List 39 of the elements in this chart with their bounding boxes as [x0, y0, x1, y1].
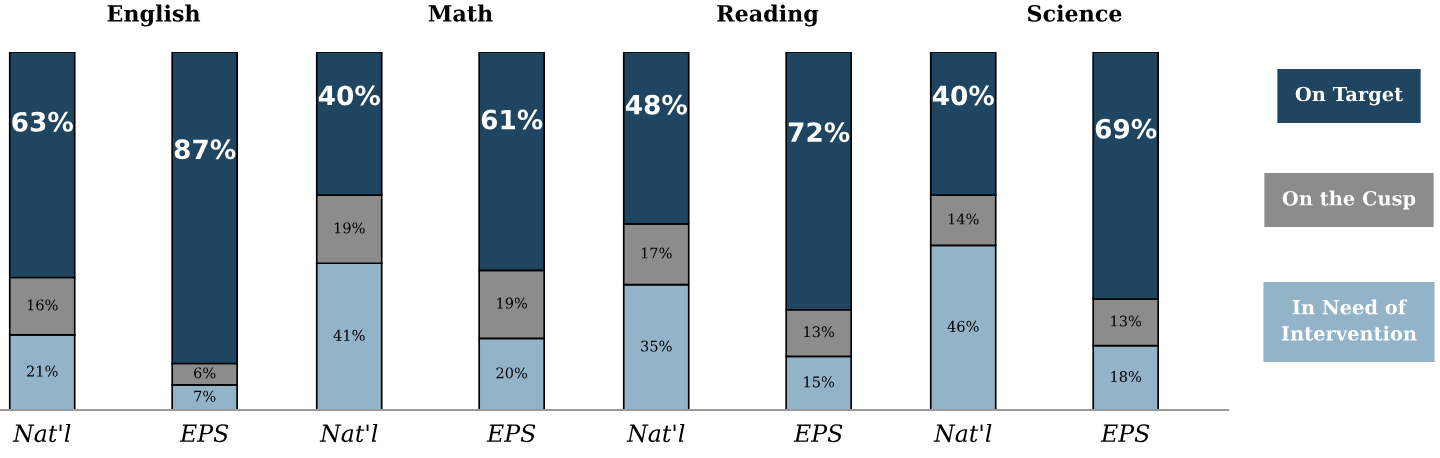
data-label: 72%: [788, 122, 850, 143]
data-label: 69%: [1095, 118, 1157, 139]
data-label: 46%: [947, 320, 979, 332]
data-label: 18%: [1111, 370, 1142, 383]
x-tick-label: EPS: [793, 424, 843, 443]
data-label: 63%: [12, 111, 73, 132]
x-tick-label: EPS: [179, 424, 229, 443]
data-label: 17%: [641, 247, 672, 259]
data-label: 40%: [318, 85, 380, 106]
x-tick-label: EPS: [486, 424, 536, 443]
data-label: 87%: [174, 139, 236, 160]
text: On the Cusp: [1282, 190, 1416, 210]
data-label: 16%: [27, 299, 58, 311]
data-label: 14%: [948, 213, 979, 225]
data-label: 7%: [194, 390, 216, 402]
data-label: 15%: [804, 376, 835, 388]
x-tick-label: Nat'l: [933, 423, 992, 443]
data-label: 21%: [27, 365, 58, 377]
data-label: 48%: [625, 94, 687, 115]
x-tick-label: Nat'l: [12, 423, 71, 443]
chart-title: Science: [1027, 4, 1122, 22]
text: In Need of Intervention: [1281, 299, 1417, 341]
data-label: 35%: [641, 340, 672, 352]
x-tick-label: Nat'l: [626, 423, 685, 443]
data-label: 19%: [334, 222, 365, 234]
data-label: 20%: [496, 367, 528, 379]
data-label: 19%: [497, 297, 528, 309]
chart-title: English: [107, 4, 201, 27]
data-label: 13%: [804, 326, 835, 338]
data-label: 41%: [333, 329, 365, 341]
chart-title: Reading: [717, 4, 819, 27]
data-label: 40%: [932, 85, 994, 106]
x-tick-label: Nat'l: [319, 423, 378, 443]
data-label: 13%: [1111, 315, 1142, 327]
text: On Target: [1295, 86, 1404, 106]
x-tick-label: EPS: [1100, 424, 1150, 443]
data-label: 6%: [194, 367, 216, 379]
chart-title: Math: [428, 4, 493, 22]
data-label: 61%: [481, 109, 543, 130]
